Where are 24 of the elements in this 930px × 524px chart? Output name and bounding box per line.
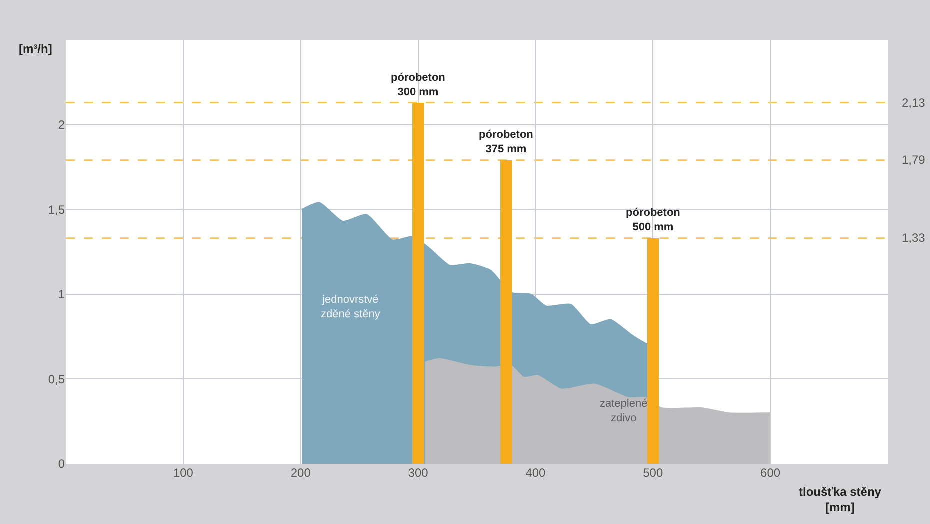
bar (412, 102, 424, 464)
annotation: pórobeton 300 mm (391, 72, 446, 98)
y-tick-label: 1 (58, 288, 66, 302)
y-tick-label: 1,5 (48, 202, 66, 217)
y-tick-label: 0,5 (48, 372, 66, 386)
ref-line-label: 1,79 (902, 153, 926, 167)
x-tick-label: 100 (173, 466, 194, 480)
x-axis-title: tloušťka stěny [mm] (799, 485, 882, 515)
ref-line-label: 2,13 (902, 96, 926, 110)
x-tick-label: 300 (408, 466, 429, 480)
x-tick-label: 200 (290, 466, 312, 480)
bar (647, 238, 660, 464)
ref-line-label: 1,33 (902, 231, 926, 245)
y-tick-label: 2 (58, 118, 66, 132)
annotation: pórobeton 500 mm (626, 207, 681, 234)
bar (500, 160, 512, 464)
y-tick-label: 0 (58, 457, 66, 472)
annotation: pórobeton 375 mm (479, 129, 534, 156)
x-tick-label: 400 (526, 466, 546, 480)
series-label: jednovrstvé zděné stěny (321, 294, 381, 320)
series-label: zateplené zdivo (600, 398, 648, 424)
y-axis-title: [m³/h] (19, 42, 52, 56)
x-tick-label: 600 (760, 466, 781, 480)
x-tick-label: 500 (643, 466, 664, 480)
